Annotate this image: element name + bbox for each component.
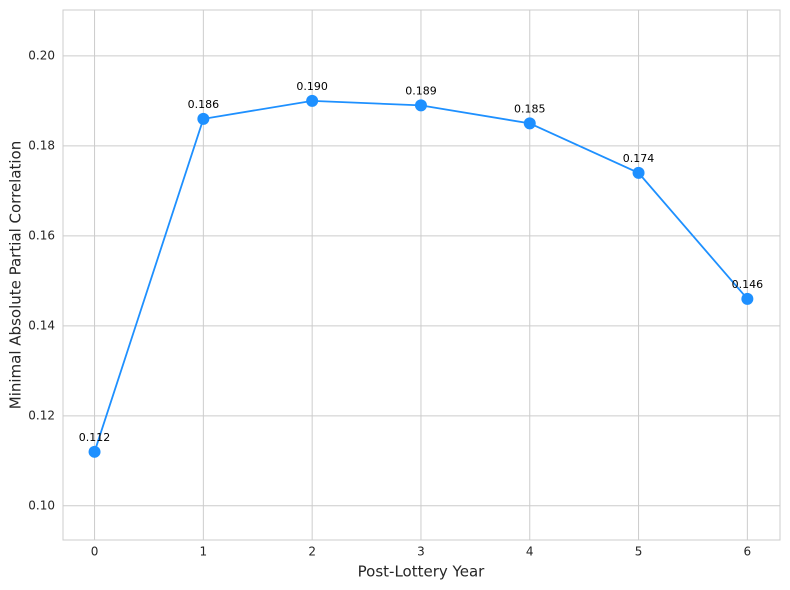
point — [306, 94, 319, 107]
x-tick-label: 2 — [308, 545, 316, 559]
point — [197, 112, 210, 125]
point — [632, 166, 645, 179]
data-label: 0.146 — [732, 278, 764, 291]
x-tick-label: 1 — [200, 545, 208, 559]
x-axis-label: Post-Lottery Year — [358, 563, 485, 581]
y-tick-label: 0.18 — [28, 138, 55, 152]
data-label: 0.186 — [188, 98, 220, 111]
point — [523, 117, 536, 130]
data-label: 0.190 — [296, 80, 328, 93]
x-tick-label: 0 — [91, 545, 99, 559]
y-tick-label: 0.12 — [28, 408, 55, 422]
data-label: 0.112 — [79, 431, 111, 444]
point — [741, 292, 754, 305]
y-axis-label: Minimal Absolute Partial Correlation — [7, 141, 25, 409]
y-tick-label: 0.10 — [28, 498, 55, 512]
point — [88, 445, 101, 458]
data-label: 0.189 — [405, 84, 437, 97]
x-tick-label: 3 — [417, 545, 425, 559]
x-tick-label: 4 — [526, 545, 534, 559]
x-tick-label: 5 — [635, 545, 643, 559]
data-label: 0.174 — [623, 152, 655, 165]
data-label: 0.185 — [514, 102, 546, 115]
plot-frame — [62, 9, 781, 541]
y-tick-label: 0.14 — [28, 318, 55, 332]
y-tick-label: 0.20 — [28, 48, 55, 62]
y-tick-label: 0.16 — [28, 228, 55, 242]
x-tick-label: 6 — [744, 545, 752, 559]
point — [414, 99, 427, 112]
